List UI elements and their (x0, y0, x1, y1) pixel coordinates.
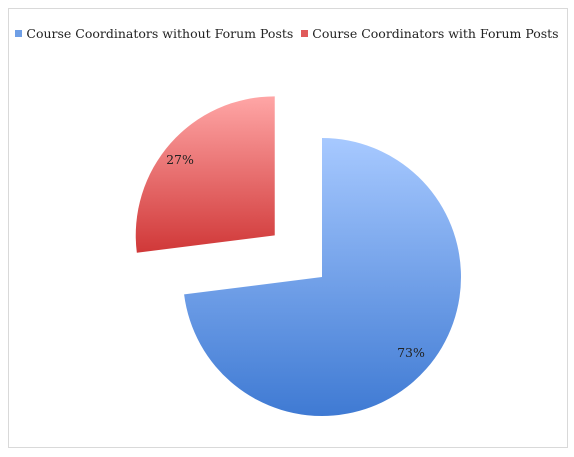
legend-label-without-posts: Course Coordinators without Forum Posts (26, 26, 294, 41)
pie-slice-without-posts (184, 138, 461, 417)
slice-label-without-posts: 73% (397, 345, 425, 360)
legend-item-with-posts: Course Coordinators with Forum Posts (301, 26, 559, 41)
pie-slice-with-posts (135, 96, 275, 253)
legend-item-without-posts: Course Coordinators without Forum Posts (15, 26, 293, 41)
legend-swatch-without-posts (15, 30, 23, 37)
chart-legend: Course Coordinators without Forum Posts … (0, 26, 574, 41)
slice-label-with-posts: 27% (166, 152, 194, 167)
legend-label-with-posts: Course Coordinators with Forum Posts (312, 26, 559, 41)
legend-swatch-with-posts (301, 30, 309, 37)
